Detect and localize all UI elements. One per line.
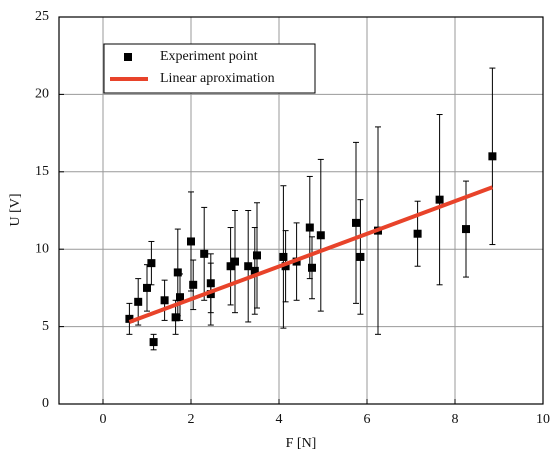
x-tick-label: 2 bbox=[188, 412, 195, 427]
y-tick-label: 20 bbox=[35, 87, 49, 102]
point bbox=[134, 297, 143, 306]
legend-swatch bbox=[124, 53, 132, 61]
y-tick-label: 15 bbox=[35, 164, 49, 179]
point bbox=[189, 280, 198, 289]
point bbox=[125, 314, 134, 323]
y-tick-label: 10 bbox=[35, 241, 49, 256]
point bbox=[462, 225, 470, 234]
point bbox=[187, 237, 195, 246]
point bbox=[231, 257, 239, 266]
point bbox=[250, 266, 259, 275]
y-tick-label: 0 bbox=[42, 396, 49, 411]
point bbox=[356, 252, 365, 261]
x-tick-label: 0 bbox=[100, 412, 107, 427]
point bbox=[435, 195, 444, 204]
point bbox=[316, 231, 325, 240]
fit-line bbox=[128, 185, 494, 324]
point bbox=[244, 262, 253, 271]
point bbox=[305, 223, 314, 232]
y-tick-label: 25 bbox=[35, 9, 49, 24]
point bbox=[253, 251, 261, 260]
x-tick-label: 4 bbox=[276, 412, 283, 427]
legend-label: Linear aproximation bbox=[160, 71, 275, 86]
y-axis-label: U [V] bbox=[8, 193, 23, 226]
point bbox=[173, 268, 182, 277]
point bbox=[281, 262, 290, 271]
point bbox=[160, 296, 169, 305]
legend-box bbox=[103, 43, 316, 94]
point bbox=[176, 293, 184, 302]
x-tick-label: 6 bbox=[364, 412, 371, 427]
point bbox=[171, 313, 180, 322]
point bbox=[206, 279, 215, 288]
point bbox=[200, 249, 209, 258]
legend-label: Experiment point bbox=[160, 49, 258, 64]
point bbox=[149, 338, 158, 347]
x-tick-label: 10 bbox=[536, 412, 550, 427]
point bbox=[308, 263, 316, 272]
y-tick-label: 5 bbox=[42, 319, 49, 334]
point bbox=[147, 259, 156, 268]
point bbox=[143, 283, 151, 292]
x-tick-label: 8 bbox=[452, 412, 459, 427]
point bbox=[279, 252, 288, 261]
point bbox=[226, 262, 235, 271]
x-axis-label: F [N] bbox=[286, 436, 317, 451]
point bbox=[413, 229, 422, 238]
point bbox=[488, 152, 497, 161]
point bbox=[352, 218, 360, 227]
plot-frame bbox=[58, 16, 544, 405]
